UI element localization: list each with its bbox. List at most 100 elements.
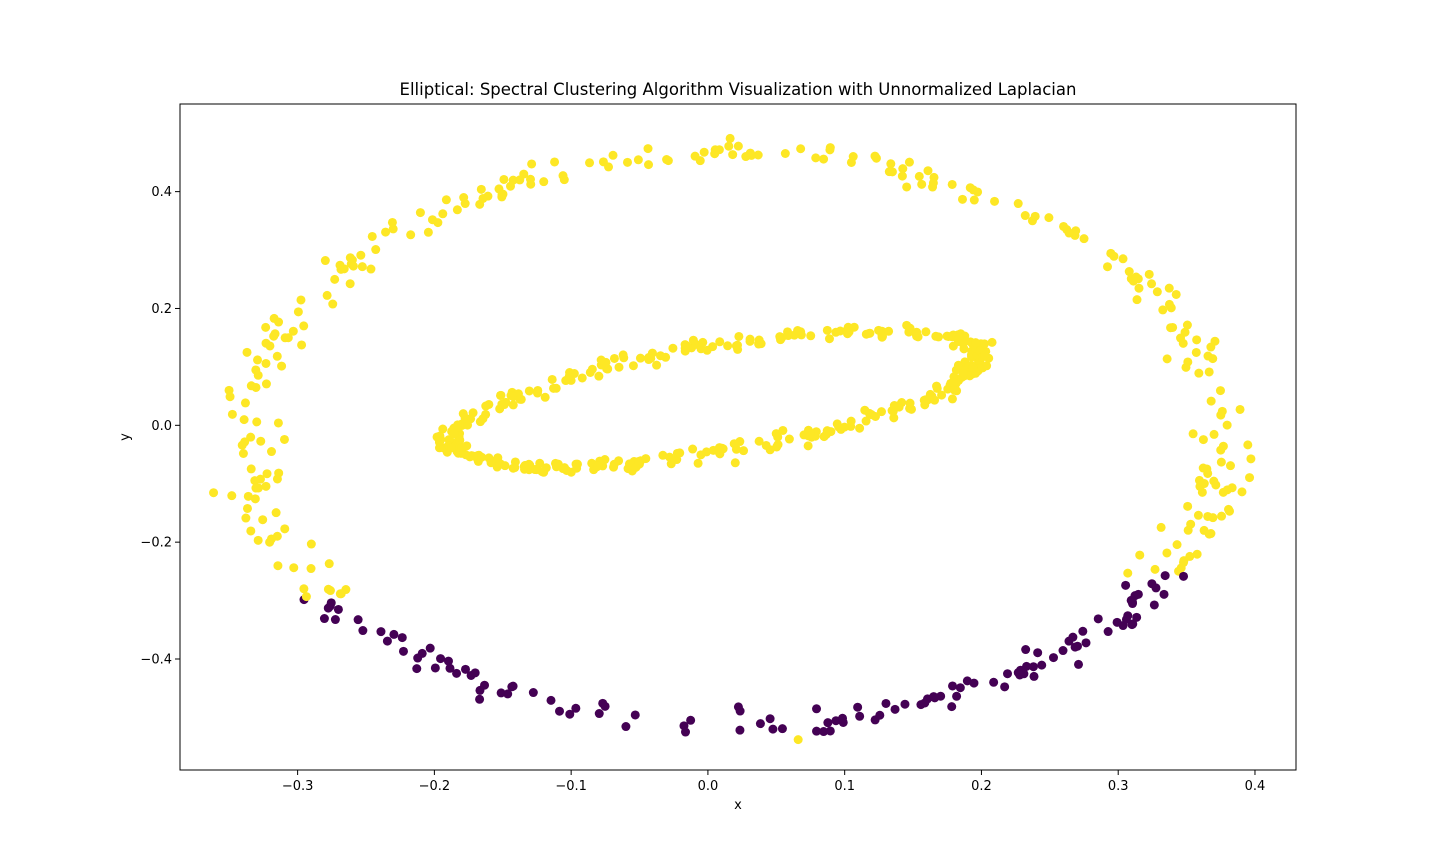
data-point [699,147,709,157]
data-point [323,584,333,594]
data-point [884,326,894,336]
data-point [811,153,821,163]
data-point [619,353,629,363]
data-point [614,362,624,372]
data-point [272,474,282,484]
data-point [715,337,725,347]
data-point [562,465,572,475]
data-point [987,337,997,347]
data-point [1182,320,1192,330]
data-point [564,371,574,381]
data-point [662,155,672,165]
data-point [819,154,829,164]
data-point [823,718,833,728]
data-point [251,483,261,493]
data-point [784,434,794,444]
data-point [266,534,276,544]
data-point [920,698,930,708]
data-point [527,159,537,169]
data-point [1103,262,1112,272]
data-point [320,256,330,266]
data-point [1171,289,1181,299]
data-point [1131,272,1141,282]
data-point [1168,322,1178,332]
data-point [912,327,922,337]
chart-title: Elliptical: Spectral Clustering Algorith… [400,80,1077,99]
data-point [1058,646,1068,656]
data-point [587,364,597,374]
data-point [928,178,938,188]
data-point [730,458,740,468]
data-point [455,435,465,445]
data-point [251,365,261,375]
data-point [277,361,287,371]
data-point [1093,614,1103,624]
data-point [958,368,968,378]
data-point [449,429,459,439]
data-point [921,327,931,337]
data-point [413,653,423,663]
data-point [641,454,651,464]
data-point [238,449,248,458]
data-point [271,508,281,518]
data-point [686,715,696,725]
data-point [1192,549,1202,559]
y-tick-label: 0.4 [151,185,172,200]
data-point [1216,457,1226,467]
y-tick-label: −0.2 [140,536,172,551]
data-point [256,436,266,446]
data-point [622,157,632,167]
data-point [253,355,263,365]
data-point [539,177,549,187]
data-point [345,279,355,289]
data-point [328,299,338,309]
data-point [503,689,513,699]
data-point [546,695,556,705]
data-point [435,431,445,441]
data-point [630,710,640,720]
data-point [1245,473,1255,483]
data-point [227,409,237,419]
data-point [980,350,990,360]
data-point [598,157,608,167]
data-point [1204,529,1214,539]
data-point [952,691,962,701]
data-point [965,183,975,193]
data-point [1178,338,1188,348]
data-point [690,151,700,161]
data-point [478,193,488,203]
plot-frame [179,103,1297,771]
data-point [819,727,829,737]
data-point [1044,213,1054,223]
data-point [438,424,448,434]
data-point [930,693,940,703]
data-point [443,656,453,666]
data-point [825,143,835,153]
data-point [681,727,691,737]
data-point [675,448,685,458]
data-point [1121,580,1131,590]
data-point [1162,354,1172,364]
x-tick-label: 0.0 [698,779,719,794]
data-point [475,694,485,704]
data-point [608,150,618,160]
data-point [1217,406,1227,416]
data-point [904,157,914,167]
data-point [508,400,518,410]
data-point [897,171,907,181]
data-point [803,441,813,451]
data-point [947,702,957,712]
data-point [596,355,606,365]
data-point [306,564,316,574]
data-point [452,422,462,432]
data-point [261,322,271,332]
data-point [452,205,462,215]
data-point [555,706,565,716]
data-point [876,407,886,417]
data-point [775,332,785,342]
data-point [1134,283,1144,293]
data-point [1206,342,1216,352]
data-point [886,159,896,169]
data-point [822,426,832,436]
